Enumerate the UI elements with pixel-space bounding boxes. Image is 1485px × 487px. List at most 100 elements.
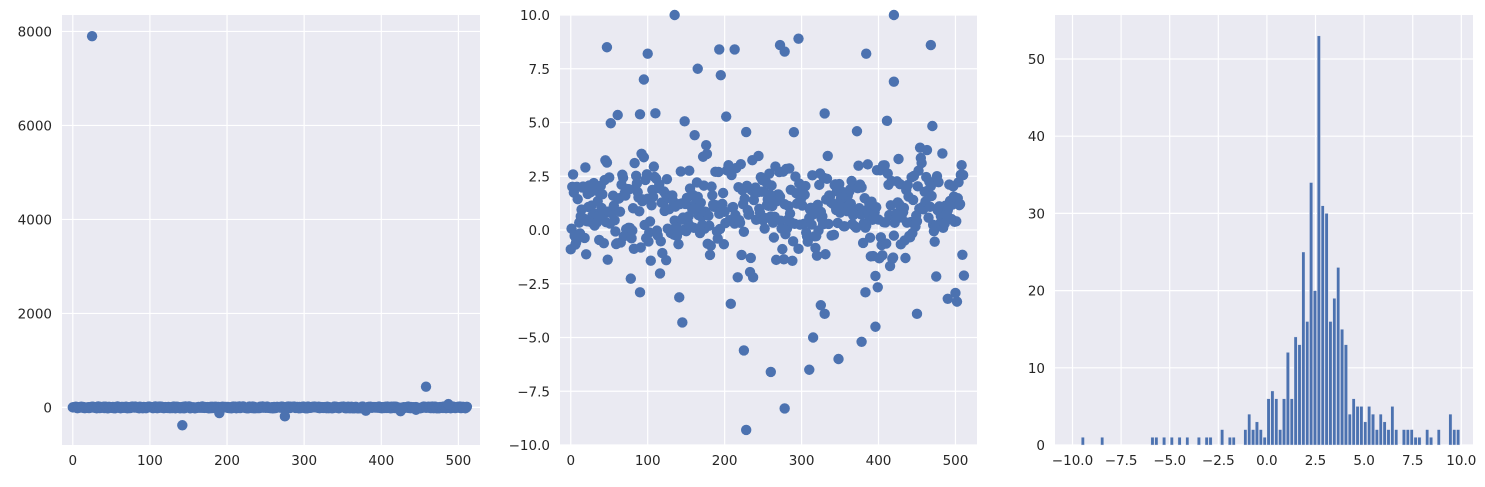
histogram-bar [1270, 390, 1275, 446]
scatter-point [800, 180, 811, 192]
scatter-point [703, 210, 714, 221]
scatter-point [879, 160, 890, 171]
scatter-point [720, 111, 732, 122]
histogram-bar [1255, 421, 1259, 446]
scatter-point [669, 9, 680, 21]
scatter-point [929, 236, 940, 247]
scatter-point [654, 268, 666, 279]
x-tick-label: 400 [368, 453, 394, 469]
scatter-point [770, 254, 782, 266]
scatter-point [705, 240, 716, 251]
scatter-point [715, 70, 726, 81]
scatter-point [645, 255, 656, 266]
histogram-bar [1247, 413, 1252, 446]
scatter-point [695, 197, 706, 208]
scatter-point [902, 179, 913, 191]
histogram-bar [1258, 429, 1263, 446]
x-tick-label: 2.5 [1305, 453, 1326, 469]
scatter-point [856, 182, 867, 193]
scatter-point [881, 238, 892, 249]
scatter-point [646, 200, 657, 211]
scatter-point [853, 160, 864, 171]
histogram-bar [1375, 429, 1379, 446]
scatter-point [602, 254, 613, 265]
scatter-point [872, 282, 883, 293]
histogram-bar [1301, 251, 1306, 446]
scatter-point [604, 172, 615, 183]
scatter-point [958, 270, 970, 281]
scatter-point [675, 166, 686, 177]
histogram-bar [1448, 413, 1453, 446]
scatter-point [851, 222, 862, 233]
histogram-bar [1317, 35, 1321, 446]
scatter-point [736, 249, 747, 261]
scatter-point [864, 232, 876, 243]
scatter-point [887, 252, 899, 263]
scatter-point [420, 381, 432, 392]
scatter-point [717, 198, 728, 210]
scatter-point [822, 150, 833, 162]
histogram-bar [1286, 352, 1290, 446]
scatter-point [601, 157, 613, 168]
histogram-bar [1313, 290, 1317, 446]
histogram-bar [1320, 205, 1325, 446]
histogram-bar [1169, 437, 1174, 446]
histogram-bar [1208, 437, 1213, 446]
histogram-bar [1100, 437, 1105, 446]
scatter-point [727, 201, 739, 213]
scatter-point [926, 190, 937, 202]
scatter-point [572, 193, 583, 205]
scatter-point [579, 232, 590, 244]
scatter-point [719, 206, 730, 217]
scatter-point [601, 42, 613, 53]
scatter-point [617, 172, 629, 183]
scatter-point [820, 249, 831, 260]
y-tick-label: 40 [1028, 129, 1045, 145]
scatter-point [634, 109, 646, 120]
scatter-point [797, 200, 808, 211]
x-tick-label: 200 [214, 453, 240, 469]
scatter-point [714, 44, 725, 55]
scatter-point [937, 148, 948, 159]
scatter-point [900, 252, 911, 264]
scatter-point [753, 150, 764, 162]
histogram-bar [1243, 429, 1248, 446]
scatter-point [698, 180, 710, 191]
scatter-point [610, 226, 621, 237]
histogram-bar [1197, 437, 1201, 446]
histogram-bar [1409, 429, 1414, 446]
scatter-point [888, 230, 900, 241]
scatter-point [766, 180, 777, 191]
scatter-point [677, 317, 688, 328]
y-tick-label: −7.5 [517, 384, 550, 400]
scatter-point [823, 218, 834, 230]
histogram-bar [1402, 429, 1406, 446]
x-tick-label: 0 [69, 453, 78, 469]
scatter-point [898, 202, 910, 214]
scatter-point [660, 254, 672, 266]
histogram-bar [1390, 406, 1395, 446]
scatter-point [851, 126, 863, 137]
histogram-bar [1251, 429, 1255, 446]
x-tick-label: 500 [446, 453, 472, 469]
histogram-bar [1305, 321, 1310, 446]
scatter-point [911, 216, 923, 227]
histogram-bar [1340, 329, 1344, 446]
scatter-point [567, 169, 579, 180]
series-points [565, 9, 970, 436]
scatter-point [461, 401, 473, 412]
scatter-point [395, 405, 406, 417]
scatter-point [625, 273, 636, 284]
scatter-point [700, 139, 712, 151]
scatter-point [692, 63, 703, 74]
x-tick-label: 0.0 [1256, 453, 1277, 469]
x-tick-label: −2.5 [1202, 453, 1235, 469]
scatter-point [410, 404, 422, 415]
scatter-point [862, 159, 873, 170]
scatter-point [888, 9, 900, 21]
scatter-point [650, 108, 661, 119]
scatter-point [609, 215, 620, 226]
scatter-point [951, 296, 963, 307]
panel-1: 0 100 200 300 400 500 0 2000 4000 6000 8000 [18, 15, 480, 469]
scatter-point [679, 116, 690, 127]
